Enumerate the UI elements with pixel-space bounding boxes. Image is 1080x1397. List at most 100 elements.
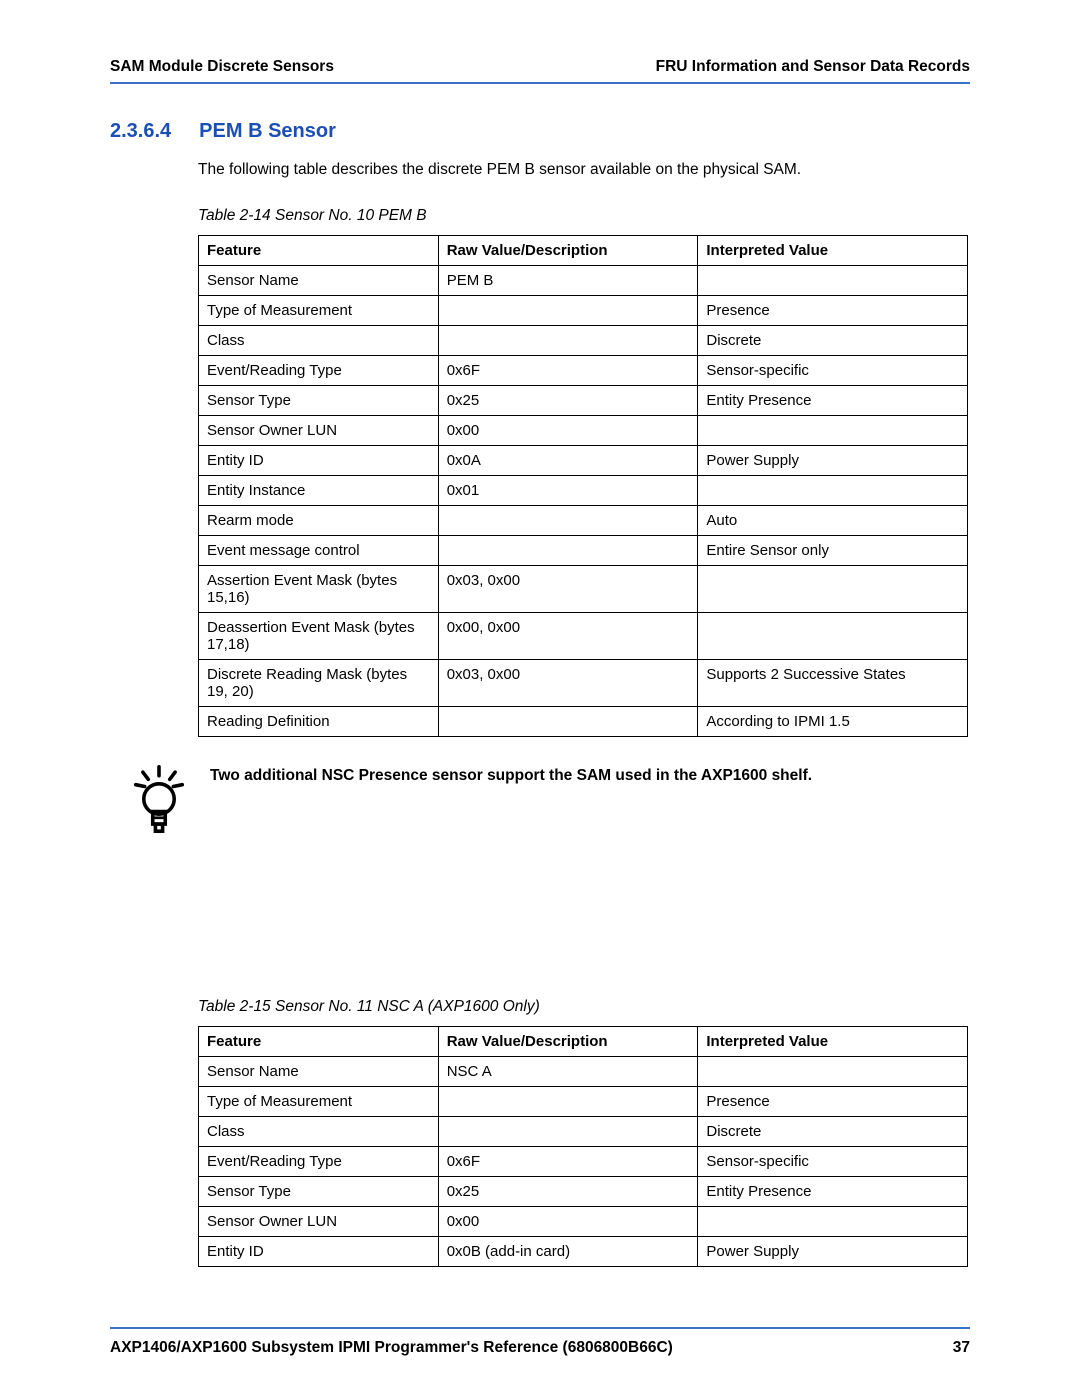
table-cell: [698, 416, 968, 446]
table-cell: Sensor Name: [199, 266, 439, 296]
table-cell: [698, 613, 968, 660]
header-rule: [110, 82, 970, 84]
col-header-feature: Feature: [199, 236, 439, 266]
table-cell: Entity ID: [199, 446, 439, 476]
table-cell: [438, 1117, 698, 1147]
table-cell: [698, 1207, 968, 1237]
table-cell: 0x25: [438, 386, 698, 416]
table-row: Sensor Type0x25Entity Presence: [199, 1177, 968, 1207]
table-cell: Type of Measurement: [199, 296, 439, 326]
table-cell: Deassertion Event Mask (bytes 17,18): [199, 613, 439, 660]
table-row: Sensor Type0x25Entity Presence: [199, 386, 968, 416]
table-cell: 0x00: [438, 416, 698, 446]
section-intro: The following table describes the discre…: [198, 161, 970, 179]
table-cell: Event message control: [199, 536, 439, 566]
footer-rule: [110, 1327, 970, 1329]
table-cell: [698, 566, 968, 613]
table-cell: [698, 1057, 968, 1087]
col-header-raw: Raw Value/Description: [438, 1027, 698, 1057]
table-cell: Supports 2 Successive States: [698, 660, 968, 707]
table1-caption: Table 2-14 Sensor No. 10 PEM B: [198, 207, 970, 225]
table-cell: Entire Sensor only: [698, 536, 968, 566]
table-cell: 0x01: [438, 476, 698, 506]
table-cell: Entity Instance: [199, 476, 439, 506]
table-cell: 0x00, 0x00: [438, 613, 698, 660]
page-header: SAM Module Discrete Sensors FRU Informat…: [110, 58, 970, 82]
table-cell: 0x6F: [438, 356, 698, 386]
table-cell: 0x03, 0x00: [438, 660, 698, 707]
table-cell: Type of Measurement: [199, 1087, 439, 1117]
spacer: [110, 898, 970, 998]
table-cell: Sensor Type: [199, 386, 439, 416]
table-nsc-a: Feature Raw Value/Description Interprete…: [198, 1026, 968, 1267]
page: SAM Module Discrete Sensors FRU Informat…: [0, 0, 1080, 1397]
table-row: Event/Reading Type0x6FSensor-specific: [199, 356, 968, 386]
table-cell: Class: [199, 326, 439, 356]
table-cell: Discrete: [698, 1117, 968, 1147]
table-cell: Entity Presence: [698, 386, 968, 416]
table-cell: [438, 326, 698, 356]
table-cell: Discrete Reading Mask (bytes 19, 20): [199, 660, 439, 707]
table-cell: Sensor Owner LUN: [199, 1207, 439, 1237]
note-block: Two additional NSC Presence sensor suppo…: [132, 767, 970, 838]
section-number: 2.3.6.4: [110, 120, 171, 143]
table-cell: [438, 536, 698, 566]
header-left: SAM Module Discrete Sensors: [110, 58, 334, 76]
table-cell: Sensor Name: [199, 1057, 439, 1087]
table-cell: 0x0A: [438, 446, 698, 476]
table-row: Sensor Owner LUN0x00: [199, 416, 968, 446]
table-cell: Event/Reading Type: [199, 356, 439, 386]
footer-row: AXP1406/AXP1600 Subsystem IPMI Programme…: [110, 1339, 970, 1357]
table-row: Event message control Entire Sensor only: [199, 536, 968, 566]
table-cell: NSC A: [438, 1057, 698, 1087]
table-cell: [698, 266, 968, 296]
table-cell: According to IPMI 1.5: [698, 707, 968, 737]
table-header-row: Feature Raw Value/Description Interprete…: [199, 1027, 968, 1057]
col-header-interpreted: Interpreted Value: [698, 236, 968, 266]
table-cell: Presence: [698, 296, 968, 326]
table-cell: Entity Presence: [698, 1177, 968, 1207]
footer-reference: AXP1406/AXP1600 Subsystem IPMI Programme…: [110, 1339, 673, 1357]
table-cell: 0x00: [438, 1207, 698, 1237]
table-row: Entity ID0x0B (add-in card)Power Supply: [199, 1237, 968, 1267]
table-header-row: Feature Raw Value/Description Interprete…: [199, 236, 968, 266]
table-row: Entity ID0x0APower Supply: [199, 446, 968, 476]
table-row: Class Discrete: [199, 326, 968, 356]
table-cell: Sensor Owner LUN: [199, 416, 439, 446]
col-header-feature: Feature: [199, 1027, 439, 1057]
table-cell: Power Supply: [698, 446, 968, 476]
table-row: Sensor NamePEM B: [199, 266, 968, 296]
table-row: Type of Measurement Presence: [199, 1087, 968, 1117]
note-text: Two additional NSC Presence sensor suppo…: [210, 767, 812, 785]
table-cell: Rearm mode: [199, 506, 439, 536]
table-cell: [438, 506, 698, 536]
table-row: Entity Instance0x01: [199, 476, 968, 506]
table2-caption: Table 2-15 Sensor No. 11 NSC A (AXP1600 …: [198, 998, 970, 1016]
table-pem-b: Feature Raw Value/Description Interprete…: [198, 235, 968, 737]
table-row: Type of Measurement Presence: [199, 296, 968, 326]
table-cell: Assertion Event Mask (bytes 15,16): [199, 566, 439, 613]
table-cell: Class: [199, 1117, 439, 1147]
table-cell: Discrete: [698, 326, 968, 356]
table-cell: Sensor Type: [199, 1177, 439, 1207]
table-row: Event/Reading Type0x6FSensor-specific: [199, 1147, 968, 1177]
table-cell: [438, 296, 698, 326]
table-cell: Entity ID: [199, 1237, 439, 1267]
table-cell: Auto: [698, 506, 968, 536]
table-cell: [438, 1087, 698, 1117]
table-cell: [438, 707, 698, 737]
table-row: Discrete Reading Mask (bytes 19, 20)0x03…: [199, 660, 968, 707]
table-cell: PEM B: [438, 266, 698, 296]
table-cell: 0x0B (add-in card): [438, 1237, 698, 1267]
header-right: FRU Information and Sensor Data Records: [656, 58, 970, 76]
table-cell: 0x03, 0x00: [438, 566, 698, 613]
table-cell: Sensor-specific: [698, 1147, 968, 1177]
tip-icon: [132, 765, 186, 838]
table-cell: 0x6F: [438, 1147, 698, 1177]
table-cell: [698, 476, 968, 506]
col-header-interpreted: Interpreted Value: [698, 1027, 968, 1057]
table-cell: Presence: [698, 1087, 968, 1117]
table-row: Reading DefinitionAccording to IPMI 1.5: [199, 707, 968, 737]
table-cell: Event/Reading Type: [199, 1147, 439, 1177]
section-title: PEM B Sensor: [199, 120, 336, 143]
